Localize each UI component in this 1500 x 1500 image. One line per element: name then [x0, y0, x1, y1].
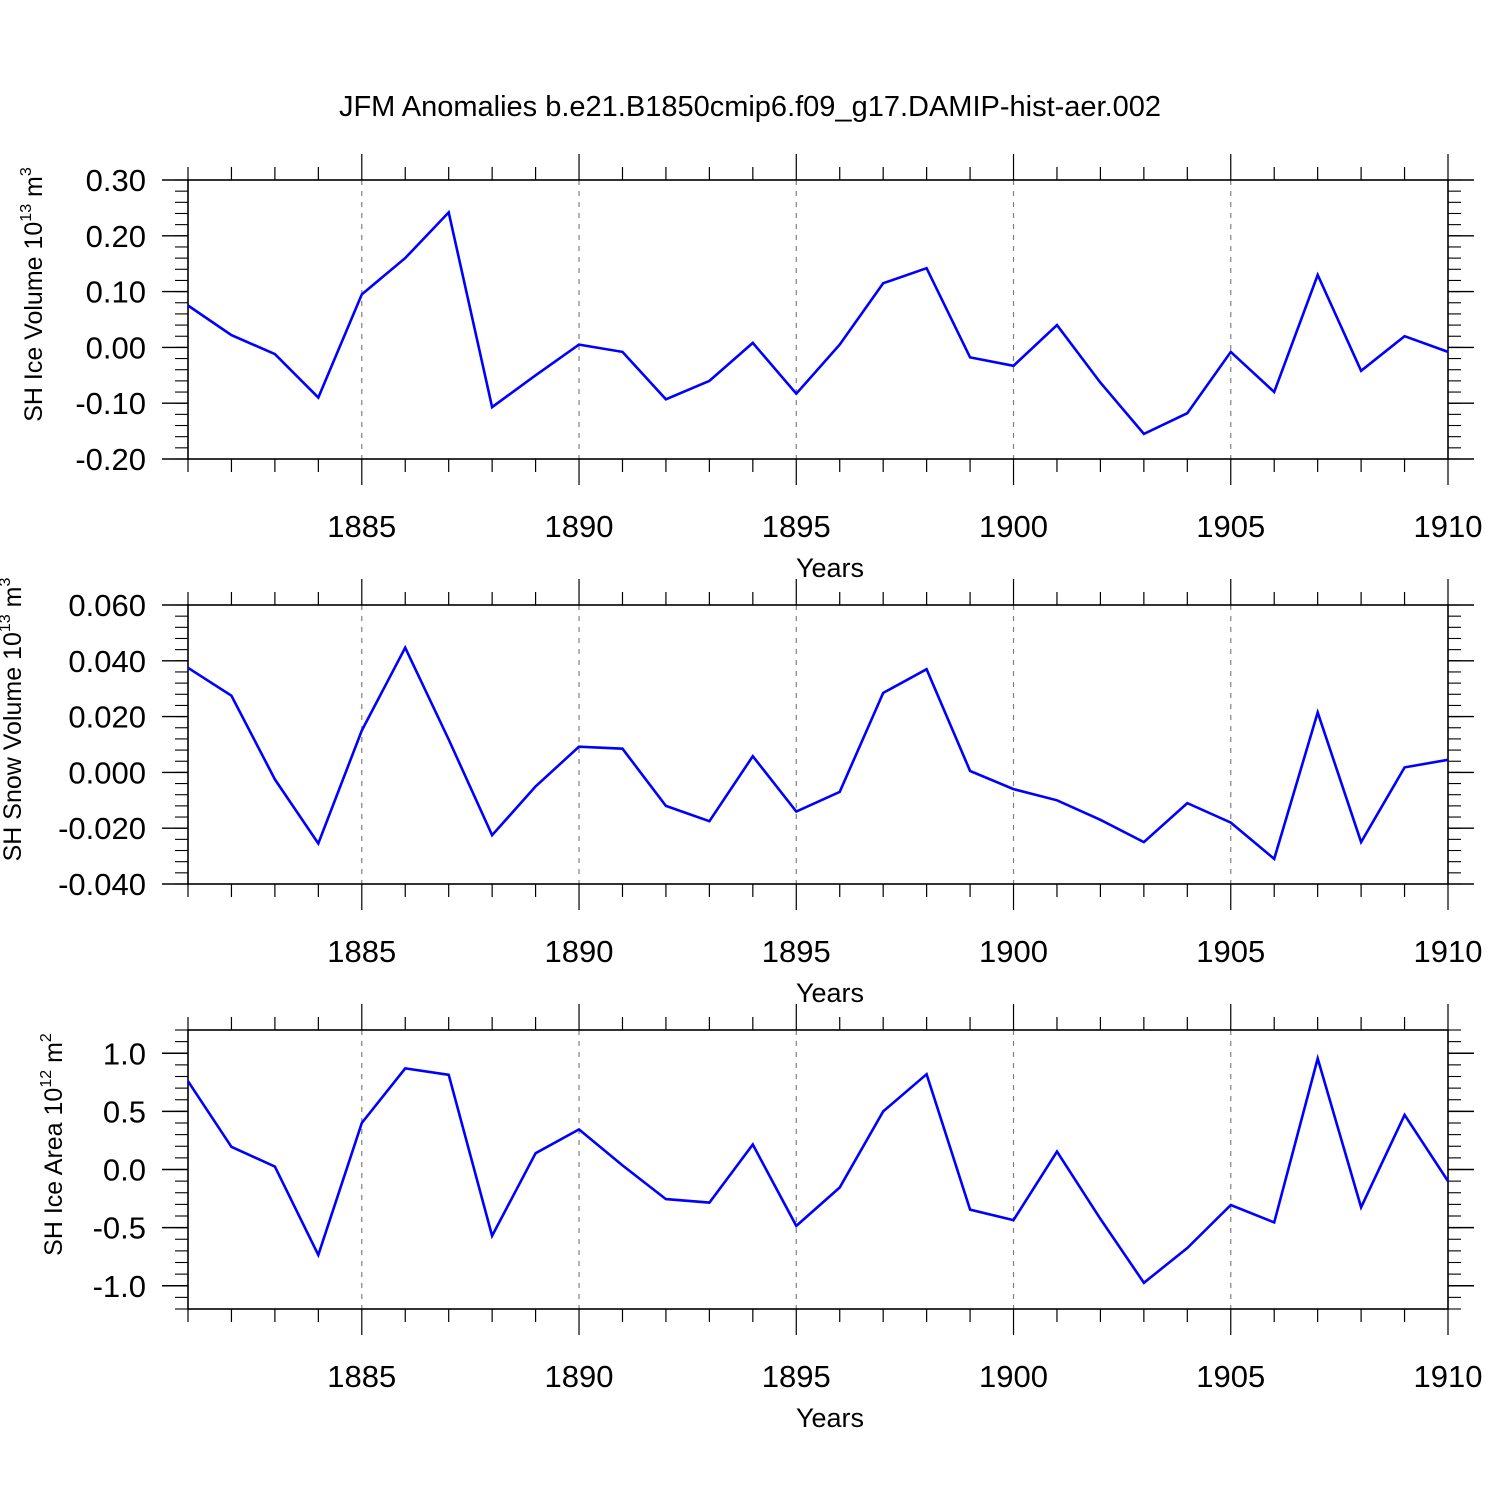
- x-tick-label-1910: 1910: [1414, 509, 1483, 544]
- series-line-1: [187, 209, 1449, 436]
- y-axis-title-unit-exp: 3: [0, 578, 14, 587]
- y-axis-title: SH Ice Volume 1013 m3: [18, 167, 48, 422]
- y-tick-label-0.060: 0.060: [68, 588, 146, 623]
- y-tick-label-0.020: 0.020: [68, 700, 146, 735]
- y-axis-title-text: SH Ice Volume 10: [20, 222, 48, 422]
- chart-title: JFM Anomalies b.e21.B1850cmip6.f09_g17.D…: [339, 91, 1161, 123]
- x-tick-label-1885: 1885: [327, 934, 396, 969]
- y-tick-label--0.10: -0.10: [75, 386, 146, 421]
- x-tick-label-1900: 1900: [979, 509, 1048, 544]
- y-tick-label--1.0: -1.0: [93, 1269, 146, 1304]
- y-tick-label--0.5: -0.5: [93, 1211, 146, 1246]
- x-axis-title: Years: [796, 1403, 864, 1433]
- y-axis-title-exp: 13: [18, 204, 35, 222]
- series-line-2: [187, 644, 1449, 862]
- plot-frame: [187, 179, 1449, 460]
- plot-frame: [187, 604, 1449, 885]
- y-tick-label-0.040: 0.040: [68, 644, 146, 679]
- x-tick-label-1895: 1895: [762, 934, 831, 969]
- x-tick-label-1895: 1895: [762, 1359, 831, 1394]
- y-tick-label-1.0: 1.0: [103, 1036, 146, 1071]
- y-axis-title-unit-exp: 3: [18, 167, 35, 176]
- y-axis-title-unit: m: [0, 587, 27, 615]
- y-axis-title: SH Snow Volume 1013 m3: [0, 578, 27, 862]
- y-tick-label-0.30: 0.30: [86, 163, 146, 198]
- x-tick-label-1890: 1890: [545, 934, 614, 969]
- y-axis-title-exp: 13: [0, 614, 14, 632]
- y-tick-label-0.10: 0.10: [86, 275, 146, 310]
- y-tick-label-0.5: 0.5: [103, 1094, 146, 1129]
- y-axis-title-unit: m: [40, 1042, 68, 1070]
- x-tick-label-1905: 1905: [1196, 509, 1265, 544]
- x-tick-label-1905: 1905: [1196, 934, 1265, 969]
- x-tick-label-1895: 1895: [762, 509, 831, 544]
- y-tick-label-0.20: 0.20: [86, 219, 146, 254]
- x-tick-label-1900: 1900: [979, 934, 1048, 969]
- x-tick-label-1890: 1890: [545, 1359, 614, 1394]
- y-tick-label-0.0: 0.0: [103, 1153, 146, 1188]
- x-tick-label-1905: 1905: [1196, 1359, 1265, 1394]
- plot-frame: [187, 1029, 1449, 1310]
- x-axis-title: Years: [796, 553, 864, 583]
- x-tick-label-1910: 1910: [1414, 1359, 1483, 1394]
- y-tick-label--0.040: -0.040: [58, 867, 146, 902]
- y-axis-title-exp: 12: [38, 1070, 55, 1088]
- panel-1: 1885 1890 1895 1900 1905 1910 Years 0.30 0.20 0.1…: [18, 154, 1482, 583]
- panel-2: 1885 1890 1895 1900 1905 1910 Years 0.060 0.040 0…: [0, 578, 1482, 1008]
- y-tick-label--0.20: -0.20: [75, 442, 146, 477]
- panel-3: 1885 1890 1895 1900 1905 1910 Years 1.0 0.5 0.0 -0…: [38, 1004, 1482, 1433]
- y-tick-label-0.00: 0.00: [86, 330, 146, 365]
- x-tick-label-1910: 1910: [1414, 934, 1483, 969]
- x-tick-label-1885: 1885: [327, 1359, 396, 1394]
- y-axis-title: SH Ice Area 1012 m2: [38, 1033, 68, 1256]
- x-axis-title: Years: [796, 978, 864, 1008]
- series-line-3: [186, 1053, 1450, 1285]
- y-axis-title-text: SH Ice Area 10: [40, 1088, 68, 1256]
- y-axis-title-unit: m: [20, 176, 48, 204]
- y-tick-label-0.000: 0.000: [68, 755, 146, 790]
- y-axis-title-text: SH Snow Volume 10: [0, 632, 27, 861]
- y-tick-label--0.020: -0.020: [58, 811, 146, 846]
- y-axis-title-unit-exp: 2: [38, 1033, 55, 1042]
- x-tick-label-1900: 1900: [979, 1359, 1048, 1394]
- x-tick-label-1890: 1890: [545, 509, 614, 544]
- x-tick-label-1885: 1885: [327, 509, 396, 544]
